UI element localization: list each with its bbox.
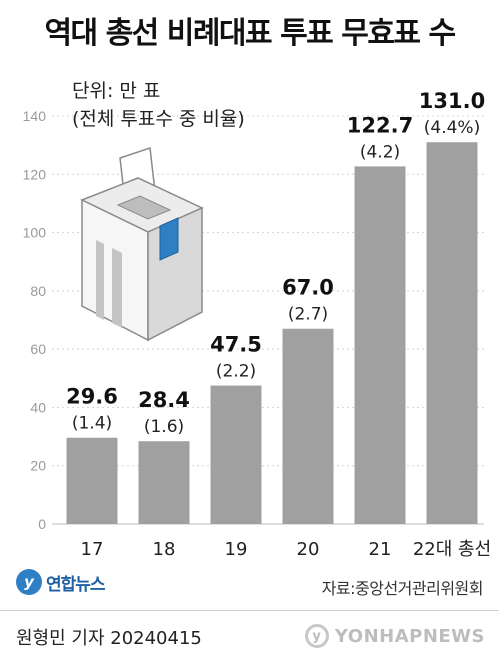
x-category-label: 18 xyxy=(153,539,176,560)
x-category-label: 17 xyxy=(81,539,104,560)
value-label: 122.7 xyxy=(347,113,413,137)
watermark-text: YONHAPNEWS xyxy=(334,625,485,647)
y-tick-label: 100 xyxy=(23,225,47,241)
ratio-label: (2.2) xyxy=(216,362,256,382)
ratio-label: (1.4) xyxy=(72,414,112,434)
y-tick-label: 140 xyxy=(23,108,47,124)
x-category-label: 19 xyxy=(225,539,248,560)
x-category-label: 22대 총선 xyxy=(413,539,491,560)
value-label: 28.4 xyxy=(138,388,190,412)
value-label: 67.0 xyxy=(282,276,334,300)
ballot-box-illustration xyxy=(80,146,204,342)
bar xyxy=(282,328,334,524)
watermark-logo-icon: y xyxy=(304,624,329,648)
x-category-label: 20 xyxy=(297,539,320,560)
y-tick-label: 60 xyxy=(30,341,46,357)
bar-chart: 0 20 40 60 80 100 120 140 29.6 (1.4) 17 28.4 (1.6) 1… xyxy=(23,89,492,560)
watermark: y YONHAPNEWS xyxy=(304,624,485,648)
chart-title: 역대 총선 비례대표 투표 무효표 수 xyxy=(44,16,456,51)
bar xyxy=(210,385,262,524)
ratio-label: (4.2) xyxy=(360,142,400,162)
credit-line: 원형민 기자 20240415 xyxy=(16,628,202,649)
y-tick-label: 80 xyxy=(30,283,46,299)
source-label: 자료:중앙선거관리위원회 xyxy=(321,579,484,598)
x-category-label: 21 xyxy=(369,539,392,560)
logo-text: 연합뉴스 xyxy=(46,574,106,595)
value-label: 131.0 xyxy=(419,89,485,113)
y-tick-label: 0 xyxy=(38,516,46,532)
bar xyxy=(354,166,406,524)
value-label: 47.5 xyxy=(210,333,262,357)
ratio-label: (1.6) xyxy=(144,417,184,437)
bar xyxy=(426,142,478,524)
yonhap-logo: y 연합뉴스 xyxy=(16,569,106,595)
unit-label: 단위: 만 표 xyxy=(72,80,161,102)
footer-divider xyxy=(0,610,499,611)
bar xyxy=(138,441,190,524)
bar xyxy=(66,437,118,524)
y-tick-label: 40 xyxy=(30,399,46,415)
y-tick-label: 120 xyxy=(23,166,47,182)
y-tick-label: 20 xyxy=(30,458,46,474)
ratio-label: (4.4%) xyxy=(424,118,480,138)
logo-mark-icon: y xyxy=(16,569,42,595)
ratio-label: (2.7) xyxy=(288,305,328,325)
value-label: 29.6 xyxy=(66,385,118,409)
ratio-note: (전체 투표수 중 비율) xyxy=(72,108,245,130)
